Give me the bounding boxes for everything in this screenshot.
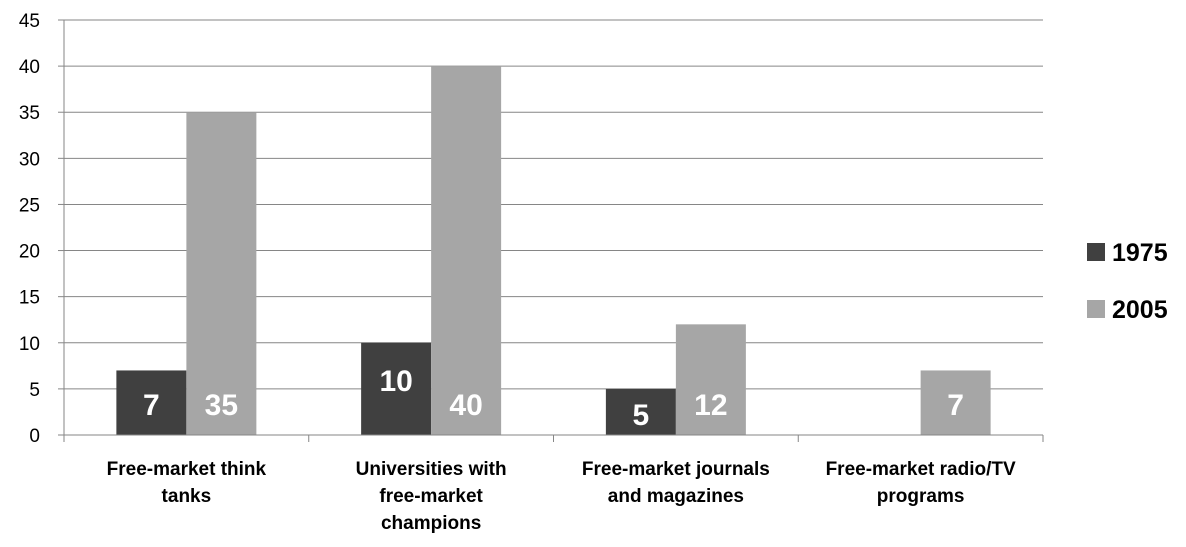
data-label: 40 xyxy=(449,389,482,422)
legend-swatch-1975 xyxy=(1087,243,1105,261)
bar-1975-1 xyxy=(361,342,432,435)
y-tick-label: 30 xyxy=(19,149,40,170)
data-label: 5 xyxy=(633,399,650,432)
data-label: 12 xyxy=(694,389,727,422)
category-label: and magazines xyxy=(608,486,744,507)
bar-1975-2 xyxy=(605,388,676,435)
y-tick-label: 15 xyxy=(19,288,40,309)
legend-label-2005: 2005 xyxy=(1112,296,1168,324)
y-tick-label: 45 xyxy=(19,11,40,32)
data-label: 7 xyxy=(143,389,160,422)
y-tick-label: 40 xyxy=(19,57,40,78)
category-label: free-market xyxy=(379,486,483,507)
category-label: programs xyxy=(877,486,965,507)
category-label: tanks xyxy=(162,486,212,507)
y-tick-label: 35 xyxy=(19,103,40,124)
data-label: 7 xyxy=(947,389,964,422)
category-labels: Free-market think tanks Universities with f… xyxy=(107,459,1016,534)
data-label: 35 xyxy=(205,389,238,422)
legend: 1975 2005 xyxy=(1087,239,1168,324)
axes xyxy=(58,19,1044,442)
y-tick-label: 0 xyxy=(29,426,40,447)
category-label: champions xyxy=(381,513,481,534)
bar-2005-0 xyxy=(186,112,257,435)
data-label: 10 xyxy=(379,365,412,398)
bar-2005-1 xyxy=(431,66,502,435)
data-labels: 7 35 10 40 5 12 7 xyxy=(143,365,964,432)
category-label: Free-market think xyxy=(107,459,267,480)
legend-swatch-2005 xyxy=(1087,300,1105,318)
bar-1975-0 xyxy=(116,370,187,435)
y-tick-label: 20 xyxy=(19,242,40,263)
bar-2005-2 xyxy=(675,324,746,435)
y-tick-label: 10 xyxy=(19,334,40,355)
y-tick-label: 5 xyxy=(29,380,40,401)
bar-2005-3 xyxy=(920,370,991,435)
bars xyxy=(116,66,991,435)
y-tick-labels: 0 5 10 15 20 25 30 35 40 45 xyxy=(19,11,40,447)
category-label: Universities with xyxy=(356,459,507,480)
category-label: Free-market journals xyxy=(582,459,770,480)
legend-label-1975: 1975 xyxy=(1112,239,1168,267)
category-label: Free-market radio/TV xyxy=(826,459,1016,480)
y-tick-label: 25 xyxy=(19,195,40,216)
